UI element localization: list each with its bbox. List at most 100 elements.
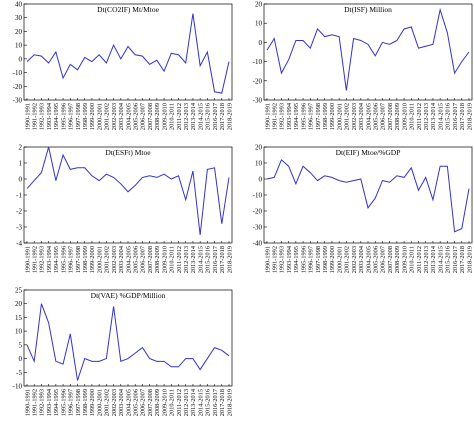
x-tick-label: 2014-2015 bbox=[197, 389, 204, 416]
line bbox=[26, 13, 230, 94]
x-tick-label: 2003-2004 bbox=[358, 245, 365, 273]
x-tick-label: 2011-2012 bbox=[416, 246, 423, 273]
x-tick-label: 2009-2010 bbox=[161, 246, 168, 273]
x-tick-label: 2008-2009 bbox=[154, 389, 161, 416]
plot-frame bbox=[263, 3, 473, 101]
plot-frame bbox=[23, 289, 233, 387]
y-tick-label: -10 bbox=[253, 58, 263, 66]
x-tick-label: 2014-2015 bbox=[437, 103, 444, 130]
x-tick-label: 1998-1999 bbox=[82, 246, 89, 273]
x-tick-label: 1997-1998 bbox=[315, 103, 322, 130]
x-tick-label: 2000-2001 bbox=[96, 389, 103, 416]
x-tick-label: 2018-2019 bbox=[466, 103, 473, 130]
x-tick-label: 1992-1993 bbox=[39, 389, 46, 416]
x-tick-label: 2007-2008 bbox=[147, 389, 154, 416]
x-tick-label: 2005-2006 bbox=[373, 103, 380, 130]
y-tick-label: 40 bbox=[15, 1, 23, 9]
x-tick-label: 2002-2003 bbox=[351, 246, 358, 273]
x-tick-label: 2013-2014 bbox=[190, 102, 197, 130]
x-tick-label: 2011-2012 bbox=[416, 103, 423, 130]
y-tick-label: -30 bbox=[253, 224, 263, 232]
x-tick-label: 2010-2011 bbox=[169, 103, 176, 130]
y-tick-label: 20 bbox=[15, 300, 23, 308]
x-tick-label: 1997-1998 bbox=[75, 103, 82, 130]
x-tick-label: 2003-2004 bbox=[118, 388, 125, 416]
x-tick-label: 2011-2012 bbox=[176, 246, 183, 273]
y-tick-label: 0 bbox=[259, 176, 263, 184]
x-tick-label: 1997-1998 bbox=[75, 389, 82, 416]
x-tick-label: 2016-2017 bbox=[212, 103, 219, 130]
x-tick-label: 2010-2011 bbox=[409, 246, 416, 273]
x-tick-label: 2000-2001 bbox=[96, 103, 103, 130]
x-tick-label: 1990-1991 bbox=[264, 103, 271, 130]
y-tick-label: 30 bbox=[15, 14, 23, 22]
x-tick-label: 2009-2010 bbox=[161, 103, 168, 130]
x-tick-label: 2002-2003 bbox=[111, 103, 118, 130]
x-tick-label: 1992-1993 bbox=[279, 246, 286, 273]
x-tick-label: 1993-1994 bbox=[46, 245, 53, 273]
y-tick-label: -10 bbox=[13, 383, 23, 391]
y-tick-label: -2 bbox=[16, 208, 22, 216]
y-tick-label: 10 bbox=[15, 328, 23, 336]
x-tick-label: 1995-1996 bbox=[60, 389, 67, 416]
x-tick-label: 2007-2008 bbox=[147, 246, 154, 273]
y-tick-label: 0 bbox=[19, 55, 23, 63]
y-tick-label: -10 bbox=[13, 69, 23, 77]
y-tick-label: -10 bbox=[253, 192, 263, 200]
x-tick-label: 2011-2012 bbox=[176, 103, 183, 130]
y-tick-label: 10 bbox=[255, 160, 263, 168]
y-tick-label: 2 bbox=[19, 144, 23, 152]
x-tick-label: 1992-1993 bbox=[279, 103, 286, 130]
x-tick-label: 2015-2016 bbox=[205, 389, 212, 416]
x-tick-label: 1996-1997 bbox=[68, 389, 75, 416]
x-tick-label: 1994-1995 bbox=[293, 246, 300, 273]
x-tick-label: 2004-2005 bbox=[125, 389, 132, 416]
x-tick-label: 2016-2017 bbox=[212, 389, 219, 416]
x-tick-label: 2018-2019 bbox=[466, 246, 473, 273]
x-tick-label: 1991-1992 bbox=[32, 246, 39, 273]
x-tick-label: 1996-1997 bbox=[68, 246, 75, 273]
x-tick-label: 1995-1996 bbox=[300, 103, 307, 130]
x-tick-label: 2016-2017 bbox=[452, 103, 459, 130]
x-tick-label: 2012-2013 bbox=[423, 103, 430, 130]
y-tick-label: -1 bbox=[16, 192, 22, 200]
plot-frame bbox=[23, 3, 233, 101]
line bbox=[26, 303, 230, 381]
x-tick-label: 1990-1991 bbox=[264, 246, 271, 273]
chart-title: Dt(CO2IF) Mt/Mtoe bbox=[97, 5, 160, 14]
x-tick-label: 1993-1994 bbox=[46, 388, 53, 416]
x-tick-label: 1998-1999 bbox=[322, 246, 329, 273]
x-tick-label: 1998-1999 bbox=[82, 389, 89, 416]
x-tick-label: 2014-2015 bbox=[197, 103, 204, 130]
x-tick-label: 2014-2015 bbox=[437, 246, 444, 273]
x-tick-label: 2015-2016 bbox=[445, 246, 452, 273]
x-tick-label: 1992-1993 bbox=[39, 246, 46, 273]
y-tick-label: -4 bbox=[16, 240, 22, 248]
y-tick-label: -5 bbox=[16, 369, 22, 377]
y-tick-label: 0 bbox=[19, 176, 23, 184]
y-tick-label: -20 bbox=[253, 77, 263, 85]
x-tick-label: 2014-2015 bbox=[197, 246, 204, 273]
y-tick-label: 25 bbox=[15, 287, 23, 295]
x-tick-label: 1996-1997 bbox=[68, 103, 75, 130]
x-tick-label: 1990-1991 bbox=[24, 389, 31, 416]
x-tick-label: 2004-2005 bbox=[125, 103, 132, 130]
x-tick-label: 2001-2002 bbox=[104, 389, 111, 416]
x-tick-label: 1995-1996 bbox=[300, 246, 307, 273]
x-tick-label: 2016-2017 bbox=[452, 246, 459, 273]
x-tick-label: 2012-2013 bbox=[183, 103, 190, 130]
x-tick-label: 2003-2004 bbox=[358, 102, 365, 130]
x-tick-label: 2001-2002 bbox=[104, 103, 111, 130]
line bbox=[266, 158, 470, 233]
y-tick-label: 10 bbox=[255, 20, 263, 28]
x-tick-label: 2000-2001 bbox=[336, 103, 343, 130]
x-tick-label: 1999-2000 bbox=[89, 246, 96, 273]
y-tick-label: 20 bbox=[255, 144, 263, 152]
x-tick-label: 1991-1992 bbox=[272, 103, 279, 130]
y-tick-label: 0 bbox=[19, 355, 23, 363]
x-tick-label: 2017-2018 bbox=[459, 246, 466, 273]
x-tick-label: 2005-2006 bbox=[133, 103, 140, 130]
x-tick-label: 2013-2014 bbox=[430, 245, 437, 273]
y-tick-label: -20 bbox=[253, 208, 263, 216]
